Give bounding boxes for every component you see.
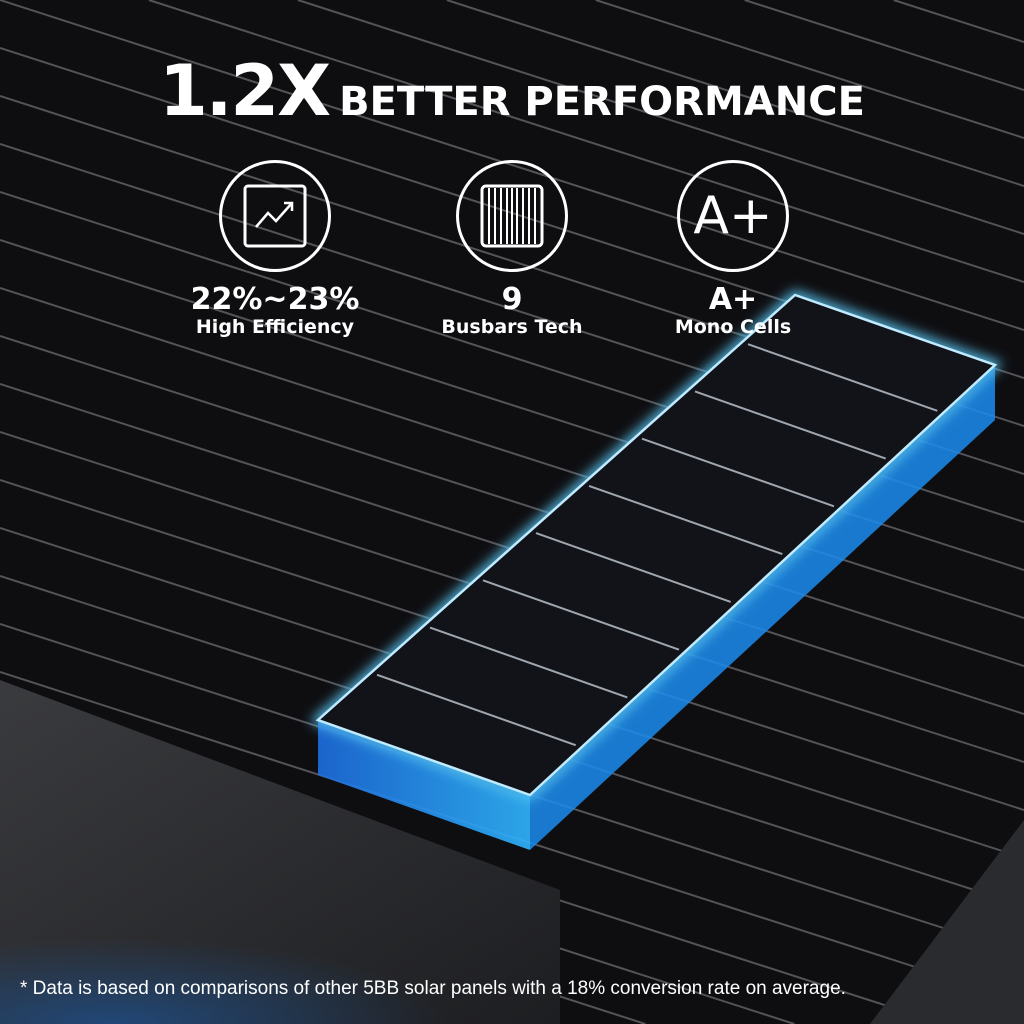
highlighted-cell-line <box>588 484 783 556</box>
feature-label: Mono Cells <box>674 316 792 338</box>
feature-efficiency: 22%~23% High Efficiency <box>175 160 375 338</box>
highlighted-cell-line <box>535 532 731 603</box>
feature-mono-cells: A+ A+ Mono Cells <box>633 160 833 338</box>
cell-gridline <box>446 0 1024 187</box>
highlighted-cell-line <box>694 390 886 460</box>
headline-multiplier: 1.2X <box>159 50 331 132</box>
cell-gridline <box>744 0 1024 91</box>
cell-gridline <box>0 335 1024 667</box>
trend-chart-icon <box>219 160 331 272</box>
feature-busbars: 9 Busbars Tech <box>412 160 612 338</box>
cell-gridline <box>893 0 1024 43</box>
highlighted-cell-line <box>376 673 577 747</box>
feature-label: High Efficiency <box>195 316 355 338</box>
cell-gridline <box>297 0 1024 235</box>
highlighted-cell-line <box>482 579 680 651</box>
feature-value: A+ <box>708 282 758 317</box>
cell-gridline <box>148 0 1024 283</box>
footnote: * Data is based on comparisons of other … <box>20 978 846 999</box>
highlighted-cell-line <box>747 343 938 412</box>
cell-gridline <box>595 0 1024 139</box>
busbar-cell-icon <box>456 160 568 272</box>
feature-value: 9 <box>501 282 523 317</box>
feature-value: 22%~23% <box>190 282 360 317</box>
highlighted-cell-line <box>641 437 835 508</box>
highlighted-cell-line <box>429 626 628 699</box>
headline-text: BETTER PERFORMANCE <box>339 79 865 125</box>
a-plus-icon: A+ <box>677 160 789 272</box>
cell-gridline <box>0 287 1024 619</box>
feature-label: Busbars Tech <box>441 316 583 338</box>
headline: 1.2X BETTER PERFORMANCE <box>0 50 1024 132</box>
